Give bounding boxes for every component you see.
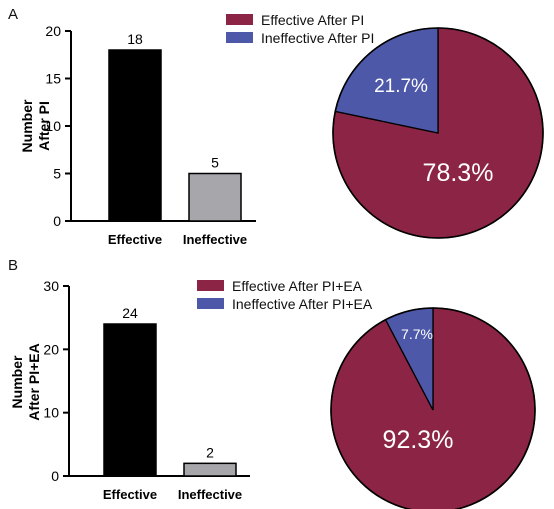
bar-b-0	[103, 323, 157, 477]
legend-swatch-a-1	[226, 32, 253, 43]
y-tick-label-a-3: 15	[45, 71, 61, 87]
x-tick-label-b-1: Ineffective	[178, 487, 242, 502]
y-tick-label-b-3: 30	[43, 278, 59, 294]
y-axis-label-b: NumberAfter PI+EA	[9, 343, 42, 420]
legend-label-a-0: Effective After PI	[261, 12, 364, 28]
pie-slice-label-a-1: 21.7%	[374, 76, 428, 97]
y-axis-label-a: NumberAfter PI	[19, 99, 52, 152]
y-axis-label-line-b-1: After PI+EA	[26, 343, 42, 420]
pie-slice-label-b-1: 7.7%	[401, 326, 433, 342]
x-tick-label-a-0: Effective	[108, 232, 162, 247]
y-tick-label-b-1: 10	[43, 405, 59, 421]
legend-swatch-b-0	[197, 280, 224, 291]
x-tick-label-a-1: Ineffective	[183, 232, 247, 247]
pie-chart-a: Effective After PI Ineffective After PI 78…	[226, 12, 544, 239]
data-label-a-1: 5	[211, 155, 219, 171]
y-tick-label-a-4: 20	[45, 23, 61, 39]
bar-a-0	[108, 49, 162, 222]
data-label-a-0: 18	[127, 31, 143, 47]
y-tick-label-a-2: 10	[45, 118, 61, 134]
data-label-b-0: 24	[122, 305, 138, 321]
y-axis-label-line-b-0: Number	[9, 355, 25, 408]
x-tick-label-b-0: Effective	[103, 487, 157, 502]
y-tick-label-a-0: 0	[53, 213, 61, 229]
pie-slice-label-b-0: 92.3%	[383, 426, 454, 454]
data-label-b-1: 2	[206, 444, 214, 460]
legend-label-b-1: Ineffective After PI+EA	[232, 296, 373, 312]
pie-chart-b: Effective After PI+EA Ineffective After P…	[197, 278, 536, 509]
y-tick-label-a-1: 5	[53, 166, 61, 182]
bar-b-1	[183, 462, 237, 477]
pie-slice-label-a-0: 78.3%	[423, 159, 494, 187]
pie-outline-a	[332, 27, 544, 239]
y-axis-label-line-a-1: After PI	[36, 101, 52, 151]
bar-a-1	[188, 172, 242, 222]
pie-outline-b	[330, 307, 536, 509]
legend-label-a-1: Ineffective After PI	[261, 30, 374, 46]
bar-chart-b: 0 10 20 30 NumberAfter PI+EA 24 Effective 2 Inef…	[9, 278, 250, 502]
panel-label-a: A	[8, 6, 18, 23]
y-tick-label-b-2: 20	[43, 341, 59, 357]
legend-swatch-a-0	[226, 14, 253, 25]
panel-label-b: B	[8, 257, 18, 274]
legend-label-b-0: Effective After PI+EA	[232, 278, 363, 294]
y-axis-label-line-a-0: Number	[19, 99, 35, 152]
y-tick-label-b-0: 0	[51, 468, 59, 484]
legend-swatch-b-1	[197, 298, 224, 309]
bar-chart-a: 0 5 10 15 20 NumberAfter PI 18 Effective 5 Ineffe…	[19, 23, 256, 247]
